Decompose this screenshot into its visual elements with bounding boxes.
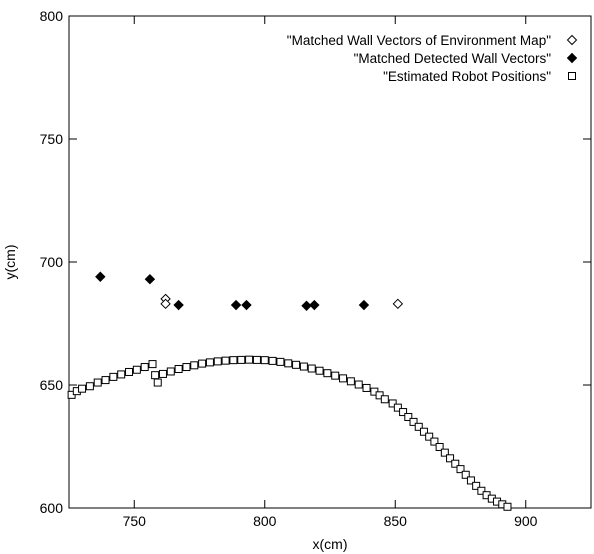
data-point <box>284 359 293 368</box>
data-point <box>299 362 308 371</box>
data-point <box>440 448 449 457</box>
data-point <box>461 470 470 479</box>
data-point <box>404 412 413 421</box>
x-tick-label: 750 <box>123 513 147 529</box>
legend: "Matched Wall Vectors of Environment Map… <box>287 33 578 84</box>
data-point <box>292 360 301 369</box>
plot-frame <box>68 15 592 509</box>
data-point <box>158 369 167 378</box>
legend-marker <box>566 34 578 46</box>
data-point <box>451 459 460 468</box>
data-point <box>173 299 184 311</box>
data-point <box>392 298 404 310</box>
data-point <box>346 377 355 386</box>
data-point <box>268 356 277 365</box>
data-point <box>245 355 254 364</box>
data-point <box>132 365 141 374</box>
data-point <box>221 356 230 365</box>
data-point <box>160 298 171 310</box>
axis-ticks <box>69 15 591 509</box>
y-tick-label: 700 <box>40 254 64 270</box>
data-point <box>213 357 222 366</box>
data-point <box>109 372 118 381</box>
data-point <box>309 299 320 311</box>
data-point <box>339 374 348 383</box>
data-point <box>388 399 397 408</box>
y-axis-label: y(cm) <box>2 245 18 280</box>
y-tick-label: 750 <box>40 131 64 147</box>
data-point <box>148 360 157 369</box>
axis-tick-labels: 750 800 850 900 600 650 700 750 800 <box>40 8 538 529</box>
legend-label: "Matched Detected Wall Vectors" <box>354 51 552 66</box>
data-point <box>409 417 418 426</box>
data-point <box>380 395 389 404</box>
data-points <box>67 271 512 511</box>
data-point <box>472 481 481 490</box>
data-point <box>166 367 175 376</box>
data-point <box>419 427 428 436</box>
series-points <box>95 271 370 311</box>
legend-marker <box>568 72 576 80</box>
data-point <box>93 378 102 387</box>
data-point <box>151 371 160 380</box>
y-tick-label: 600 <box>40 500 64 516</box>
data-point <box>358 299 370 311</box>
legend-label: "Estimated Robot Positions" <box>383 69 551 84</box>
data-point <box>140 363 149 372</box>
legend-label: "Matched Wall Vectors of Environment Map… <box>287 33 551 48</box>
data-point <box>144 274 156 285</box>
data-point <box>153 378 162 387</box>
data-point <box>425 432 434 441</box>
data-point <box>435 442 444 451</box>
data-point <box>229 356 238 365</box>
x-tick-label: 850 <box>384 513 408 529</box>
data-point <box>414 422 423 431</box>
data-point <box>237 355 246 364</box>
data-point <box>125 367 134 376</box>
data-point <box>307 364 316 373</box>
data-point <box>446 454 455 463</box>
data-point <box>430 437 439 446</box>
data-point <box>205 358 214 367</box>
y-tick-label: 800 <box>40 8 64 24</box>
data-point <box>101 376 110 385</box>
data-point <box>301 300 312 311</box>
x-axis-label: x(cm) <box>313 536 348 552</box>
data-point <box>95 271 106 282</box>
x-tick-label: 900 <box>514 513 538 529</box>
data-point <box>466 476 475 485</box>
data-point <box>117 370 126 379</box>
data-point <box>260 356 269 365</box>
series-points <box>67 355 512 511</box>
data-point <box>362 383 371 392</box>
data-point <box>315 366 324 375</box>
data-point <box>399 408 408 417</box>
series-points <box>160 293 404 310</box>
data-point <box>85 382 94 391</box>
y-tick-label: 650 <box>40 377 64 393</box>
data-point <box>477 486 486 495</box>
data-point <box>198 359 207 368</box>
data-point <box>174 365 183 374</box>
data-point <box>241 299 252 311</box>
data-point <box>323 369 332 378</box>
data-point <box>393 403 402 412</box>
data-point <box>503 502 512 511</box>
x-tick-label: 800 <box>253 513 277 529</box>
data-point <box>182 363 191 372</box>
data-point <box>456 465 465 474</box>
legend-marker <box>566 52 578 64</box>
data-point <box>190 361 199 370</box>
data-point <box>331 371 340 380</box>
data-point <box>230 299 242 311</box>
data-point <box>78 384 87 393</box>
data-point <box>252 355 261 364</box>
data-point <box>354 380 363 389</box>
data-point <box>276 357 285 366</box>
